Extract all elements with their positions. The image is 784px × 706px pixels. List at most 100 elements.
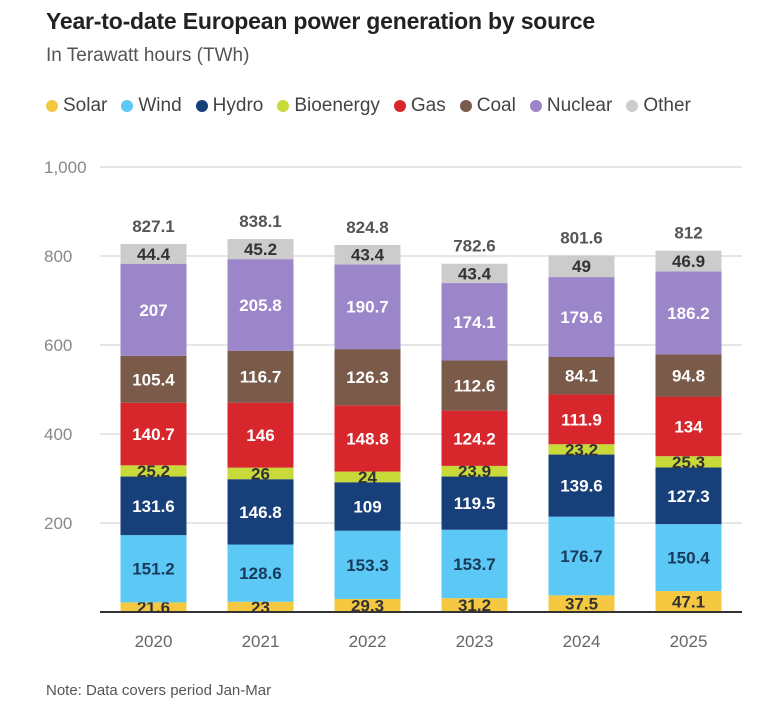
bar-segment-hydro <box>441 476 508 530</box>
bar-segment-nuclear <box>120 263 187 356</box>
total-label: 827.1 <box>132 217 175 236</box>
data-label: 179.6 <box>560 308 603 327</box>
total-label: 782.6 <box>453 237 496 256</box>
chart-note: Note: Data covers period Jan-Mar <box>46 682 272 699</box>
bar-segment-bioenergy <box>120 465 187 477</box>
data-label: 94.8 <box>672 366 705 385</box>
bar-segment-solar <box>120 602 187 612</box>
y-tick-label: 800 <box>44 247 72 266</box>
bar-segment-nuclear <box>334 264 401 350</box>
y-tick-label: 200 <box>44 514 72 533</box>
data-label: 46.9 <box>672 252 705 271</box>
bar-segment-gas <box>120 402 187 466</box>
x-tick-label: 2020 <box>135 632 173 651</box>
legend-swatch-nuclear <box>529 100 542 112</box>
data-label: 43.4 <box>351 246 385 265</box>
legend-label: Other <box>643 95 691 116</box>
bar-segment-hydro <box>227 479 294 545</box>
legend-swatch-hydro <box>195 100 208 112</box>
legend-label: Hydro <box>212 95 264 116</box>
data-label: 139.6 <box>560 477 603 496</box>
x-tick-label: 2025 <box>670 632 708 651</box>
chart-subtitle: In Terawatt hours (TWh) <box>46 45 250 66</box>
bar-segment-gas <box>548 394 615 445</box>
bar-segment-other <box>441 263 508 284</box>
y-tick-label: 600 <box>44 336 72 355</box>
legend-swatch-gas <box>393 100 406 112</box>
bar-segment-bioenergy <box>441 465 508 477</box>
data-label: 148.8 <box>346 429 389 448</box>
chart-title: Year-to-date European power generation b… <box>46 8 595 34</box>
bar-segment-wind <box>120 535 187 603</box>
y-tick-label: 1,000 <box>44 158 87 177</box>
bar-segment-other <box>334 244 401 265</box>
x-tick-label: 2023 <box>456 632 494 651</box>
data-label: 140.7 <box>132 425 175 444</box>
legend-swatch-bioenergy <box>277 100 290 112</box>
legend-swatch-other <box>626 100 639 112</box>
bar-segment-coal <box>120 355 187 403</box>
legend-label: Bioenergy <box>294 95 380 116</box>
data-label: 131.6 <box>132 497 175 516</box>
bar-segment-gas <box>441 410 508 466</box>
total-label: 812 <box>674 224 702 243</box>
data-label: 112.6 <box>454 377 496 396</box>
data-label: 153.3 <box>346 556 389 575</box>
bar-segment-other <box>548 255 615 278</box>
total-label: 838.1 <box>239 212 282 231</box>
bar-segment-solar <box>548 595 615 612</box>
data-label: 146 <box>246 426 274 445</box>
legend-label: Coal <box>476 95 516 116</box>
x-tick-label: 2022 <box>349 632 387 651</box>
data-label: 105.4 <box>132 370 175 389</box>
bar-segment-gas <box>334 405 401 472</box>
data-label: 26 <box>251 464 270 483</box>
bar-segment-coal <box>655 354 722 397</box>
bar-segment-nuclear <box>548 277 615 358</box>
bar-segment-gas <box>655 396 722 457</box>
bar-segment-wind <box>441 529 508 599</box>
legend-swatch-coal <box>459 100 472 112</box>
bar-segment-nuclear <box>655 271 722 355</box>
bar-segment-coal <box>334 349 401 406</box>
data-label: 31.2 <box>458 596 491 615</box>
data-label: 176.7 <box>560 547 603 566</box>
x-tick-label: 2024 <box>563 632 601 651</box>
data-label: 150.4 <box>667 549 710 568</box>
bar-segment-solar <box>655 591 722 612</box>
data-label: 153.7 <box>453 555 496 574</box>
data-label: 151.2 <box>132 560 175 579</box>
bar-segment-wind <box>227 544 294 602</box>
legend-item-solar: Solar <box>46 95 107 117</box>
bar-segment-hydro <box>548 454 615 517</box>
data-label: 29.3 <box>351 596 384 615</box>
bar-segment-bioenergy <box>334 471 401 483</box>
data-label: 186.2 <box>667 304 710 323</box>
legend-swatch-wind <box>121 100 134 112</box>
legend-item-gas: Gas <box>393 95 446 117</box>
bar-segment-solar <box>227 601 294 612</box>
legend-label: Wind <box>138 95 182 116</box>
data-label: 24 <box>358 468 377 487</box>
x-tick-label: 2021 <box>242 632 280 651</box>
bar-segment-hydro <box>655 467 722 525</box>
data-label: 37.5 <box>565 595 598 614</box>
legend-label: Nuclear <box>546 95 613 116</box>
bar-segment-nuclear <box>227 259 294 351</box>
data-label: 84.1 <box>565 367 598 386</box>
total-label: 824.8 <box>346 218 389 237</box>
legend-item-bioenergy: Bioenergy <box>277 95 380 117</box>
data-label: 44.4 <box>137 245 171 264</box>
legend-item-hydro: Hydro <box>195 95 264 117</box>
bar-segment-wind <box>548 516 615 596</box>
data-label: 49 <box>572 257 591 276</box>
legend-item-wind: Wind <box>121 95 182 117</box>
data-label: 23.9 <box>458 462 491 481</box>
data-label: 23.2 <box>565 440 598 459</box>
data-label: 25.2 <box>137 462 170 481</box>
y-tick-label: 400 <box>44 425 72 444</box>
legend-swatch-solar <box>46 100 58 112</box>
data-label: 205.8 <box>239 296 282 315</box>
data-label: 45.2 <box>244 240 277 259</box>
